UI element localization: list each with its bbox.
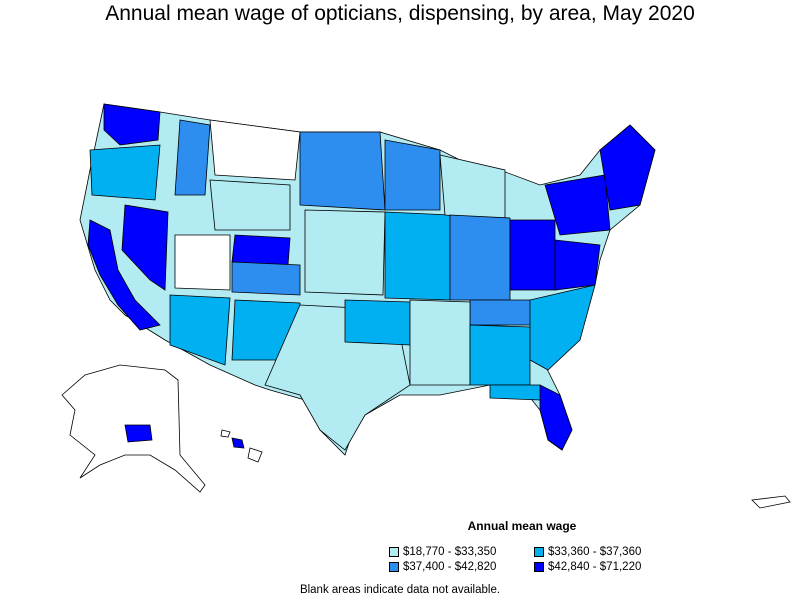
- lower-48-states: [79, 103, 656, 456]
- region-georgia-carolinas: [529, 284, 596, 371]
- region-virginia: [554, 239, 601, 291]
- legend-item-1: $18,770 - $33,350: [389, 546, 496, 558]
- region-utah: [174, 234, 231, 291]
- legend-item-3: $37,400 - $42,820: [389, 561, 496, 573]
- region-iowa-missouri: [384, 211, 451, 301]
- legend-title: Annual mean wage: [467, 519, 577, 533]
- blank-areas-note: Blank areas indicate data not available.: [299, 584, 501, 596]
- region-new-england: [599, 124, 656, 211]
- region-arkansas-louisiana: [409, 299, 471, 386]
- region-wyoming: [209, 179, 291, 231]
- region-minnesota: [384, 139, 441, 211]
- legend-swatch-1: [389, 547, 399, 557]
- region-ohio-kentucky: [509, 219, 556, 291]
- region-oklahoma: [344, 299, 411, 346]
- region-dakotas: [299, 131, 386, 211]
- region-arizona: [169, 294, 231, 366]
- region-colorado: [231, 234, 291, 266]
- region-nevada: [121, 204, 169, 291]
- region-wisconsin-michigan: [439, 154, 506, 221]
- region-pennsylvania-ny: [544, 174, 611, 236]
- legend-label-3: $37,400 - $42,820: [403, 561, 497, 573]
- region-florida: [539, 384, 573, 451]
- map-title: Annual mean wage of opticians, dispensin…: [105, 2, 695, 25]
- region-montana: [209, 119, 301, 181]
- legend-swatch-2: [534, 547, 544, 557]
- legend-label-1: $18,770 - $33,350: [403, 546, 497, 558]
- region-idaho: [174, 119, 211, 196]
- legend-swatch-3: [389, 562, 399, 572]
- region-washington: [103, 103, 161, 146]
- legend-item-2: $33,360 - $37,360: [534, 546, 641, 558]
- region-florida-panhandle: [489, 384, 541, 401]
- puerto-rico: [751, 495, 791, 509]
- hawaii: [220, 429, 263, 463]
- legend-swatch-4: [534, 562, 544, 572]
- alaska: [61, 364, 206, 493]
- legend-item-4: $42,840 - $71,220: [534, 561, 641, 573]
- legend-label-4: $42,840 - $71,220: [548, 561, 642, 573]
- region-illinois-indiana: [449, 214, 511, 301]
- region-colorado-south: [231, 261, 301, 296]
- legend-label-2: $33,360 - $37,360: [548, 546, 642, 558]
- region-california-coast: [87, 219, 161, 331]
- region-kansas-nebraska: [304, 209, 386, 296]
- alaska-anchorage: [124, 424, 153, 443]
- region-oregon: [89, 144, 161, 201]
- region-mississippi-alabama: [469, 324, 531, 386]
